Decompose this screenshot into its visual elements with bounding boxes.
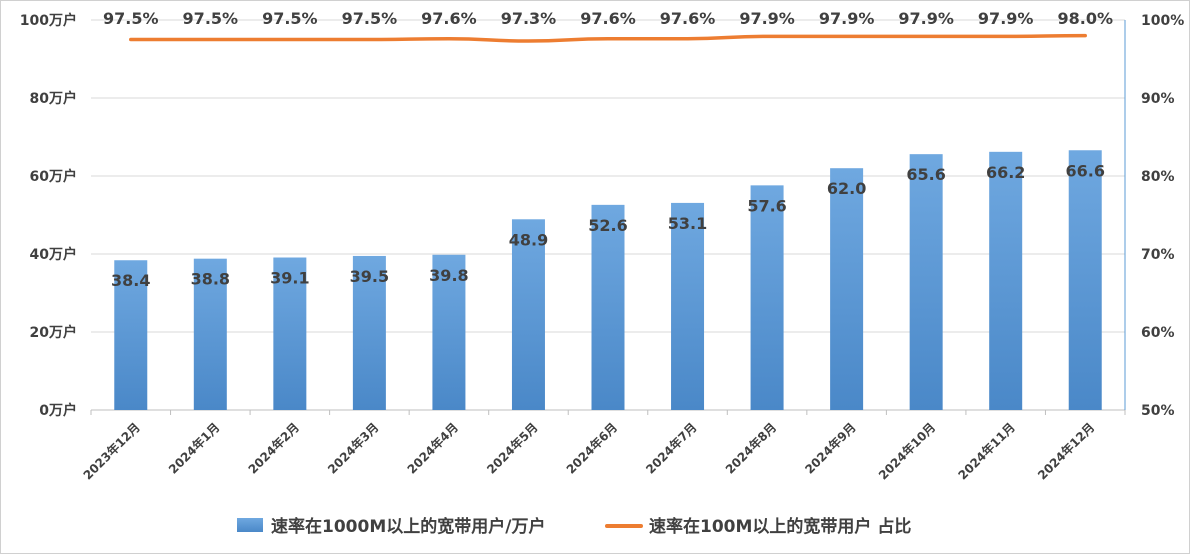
bar-data-label: 39.8 — [429, 266, 468, 285]
bar-data-label: 48.9 — [509, 230, 548, 249]
x-tick-label: 2024年4月 — [404, 420, 461, 477]
bar-data-label: 65.6 — [906, 165, 945, 184]
bar-data-label: 66.6 — [1065, 161, 1104, 180]
bar-data-label: 39.1 — [270, 269, 309, 288]
line-data-label: 97.5% — [103, 9, 159, 28]
y-right-tick-label: 80% — [1141, 169, 1175, 185]
line-data-label: 97.5% — [262, 9, 318, 28]
bar — [909, 154, 943, 410]
bar — [114, 260, 148, 410]
y-right-tick-label: 70% — [1141, 247, 1175, 263]
line-data-label: 97.9% — [739, 9, 795, 28]
line-data-label: 97.3% — [501, 9, 557, 28]
y-right-tick-label: 50% — [1141, 403, 1175, 419]
line-data-label: 97.9% — [978, 9, 1034, 28]
bar-data-label: 52.6 — [588, 216, 627, 235]
bar — [830, 168, 864, 410]
y-left-tick-label: 100万户 — [20, 12, 77, 29]
x-tick-label: 2024年10月 — [875, 420, 938, 483]
y-left-tick-label: 0万户 — [39, 402, 77, 419]
y-left-tick-label: 80万户 — [30, 90, 77, 107]
y-left-tick-label: 60万户 — [30, 168, 77, 185]
bar-data-label: 38.4 — [111, 271, 150, 290]
x-tick-label: 2023年12月 — [80, 420, 143, 483]
gridlines — [91, 19, 1125, 333]
legend-label-line: 速率在100M以上的宽带用户 占比 — [649, 516, 911, 537]
bar — [671, 202, 705, 410]
bar — [1068, 150, 1102, 410]
bar — [989, 151, 1023, 410]
bar — [352, 255, 386, 410]
legend: 速率在1000M以上的宽带用户/万户 速率在100M以上的宽带用户 占比 — [237, 516, 911, 537]
line-data-label: 97.9% — [898, 9, 954, 28]
x-tick-label: 2024年3月 — [324, 420, 381, 477]
line-series — [129, 33, 1087, 43]
line-data-label: 97.9% — [819, 9, 875, 28]
bar — [432, 254, 466, 410]
x-tick-label: 2024年5月 — [483, 420, 540, 477]
x-tick-label: 2024年2月 — [245, 420, 302, 477]
bar-data-label: 66.2 — [986, 163, 1025, 182]
x-tick-label: 2024年7月 — [643, 420, 700, 477]
bar-series — [114, 150, 1102, 410]
bar-data-label: 38.8 — [191, 270, 230, 289]
bar-data-label: 62.0 — [827, 179, 866, 198]
bar — [511, 219, 545, 410]
bar — [273, 257, 307, 410]
line-data-label: 97.5% — [183, 9, 239, 28]
bar — [193, 258, 227, 410]
x-tick-label: 2024年11月 — [955, 420, 1018, 483]
bar — [750, 185, 784, 410]
line-data-label: 97.6% — [660, 9, 716, 28]
legend-label-bar: 速率在1000M以上的宽带用户/万户 — [271, 516, 545, 537]
bar — [591, 204, 625, 410]
x-tick-label: 2024年8月 — [722, 420, 779, 477]
data-labels: 38.4 38.8 39.1 39.5 39.8 48.9 52.6 53.1 57.6 62.0… — [103, 9, 1113, 290]
y-left-tick-label: 20万户 — [30, 324, 77, 341]
y-right-tick-label: 90% — [1141, 91, 1175, 107]
line-data-label: 97.6% — [580, 9, 636, 28]
x-tick-label: 2024年9月 — [802, 420, 859, 477]
line-data-label: 97.6% — [421, 9, 477, 28]
bar-data-label: 39.5 — [350, 267, 389, 286]
bar-data-label: 53.1 — [668, 214, 707, 233]
legend-swatch-bar — [237, 518, 263, 532]
x-tick-label: 2024年6月 — [563, 420, 620, 477]
bar-data-label: 57.6 — [747, 196, 786, 215]
x-tick-label: 2024年12月 — [1034, 420, 1097, 483]
y-right-tick-label: 60% — [1141, 325, 1175, 341]
y-left-tick-label: 40万户 — [30, 246, 77, 263]
line-data-label: 98.0% — [1057, 9, 1113, 28]
y-right-tick-label: 100% — [1141, 13, 1184, 29]
line-path — [129, 33, 1087, 43]
line-data-label: 97.5% — [342, 9, 398, 28]
x-tick-label: 2024年1月 — [165, 420, 222, 477]
